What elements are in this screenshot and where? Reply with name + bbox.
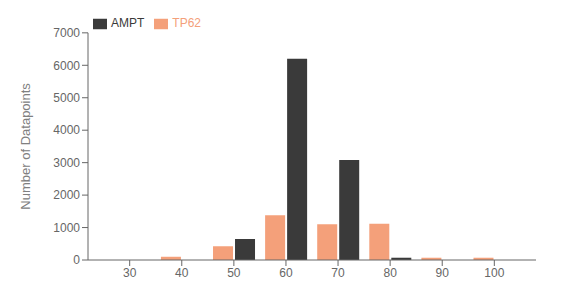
svg-text:0: 0 xyxy=(73,253,80,267)
svg-text:Number of Datapoints: Number of Datapoints xyxy=(18,83,33,210)
svg-text:40: 40 xyxy=(175,266,189,280)
svg-text:1000: 1000 xyxy=(53,221,80,235)
svg-text:60: 60 xyxy=(279,266,293,280)
svg-text:100: 100 xyxy=(484,266,504,280)
svg-text:3000: 3000 xyxy=(53,156,80,170)
html-text:TP62: TP62 xyxy=(172,16,201,30)
svg-text:80: 80 xyxy=(383,266,397,280)
svg-text:4000: 4000 xyxy=(53,123,80,137)
svg-text:50: 50 xyxy=(227,266,241,280)
svg-text:90: 90 xyxy=(436,266,450,280)
svg-text:5000: 5000 xyxy=(53,91,80,105)
svg-text:7000: 7000 xyxy=(53,26,80,40)
svg-text:2000: 2000 xyxy=(53,188,80,202)
html-text:AMPT: AMPT xyxy=(111,16,145,30)
svg-text:6000: 6000 xyxy=(53,59,80,73)
svg-text:30: 30 xyxy=(123,266,137,280)
svg-text:70: 70 xyxy=(331,266,345,280)
